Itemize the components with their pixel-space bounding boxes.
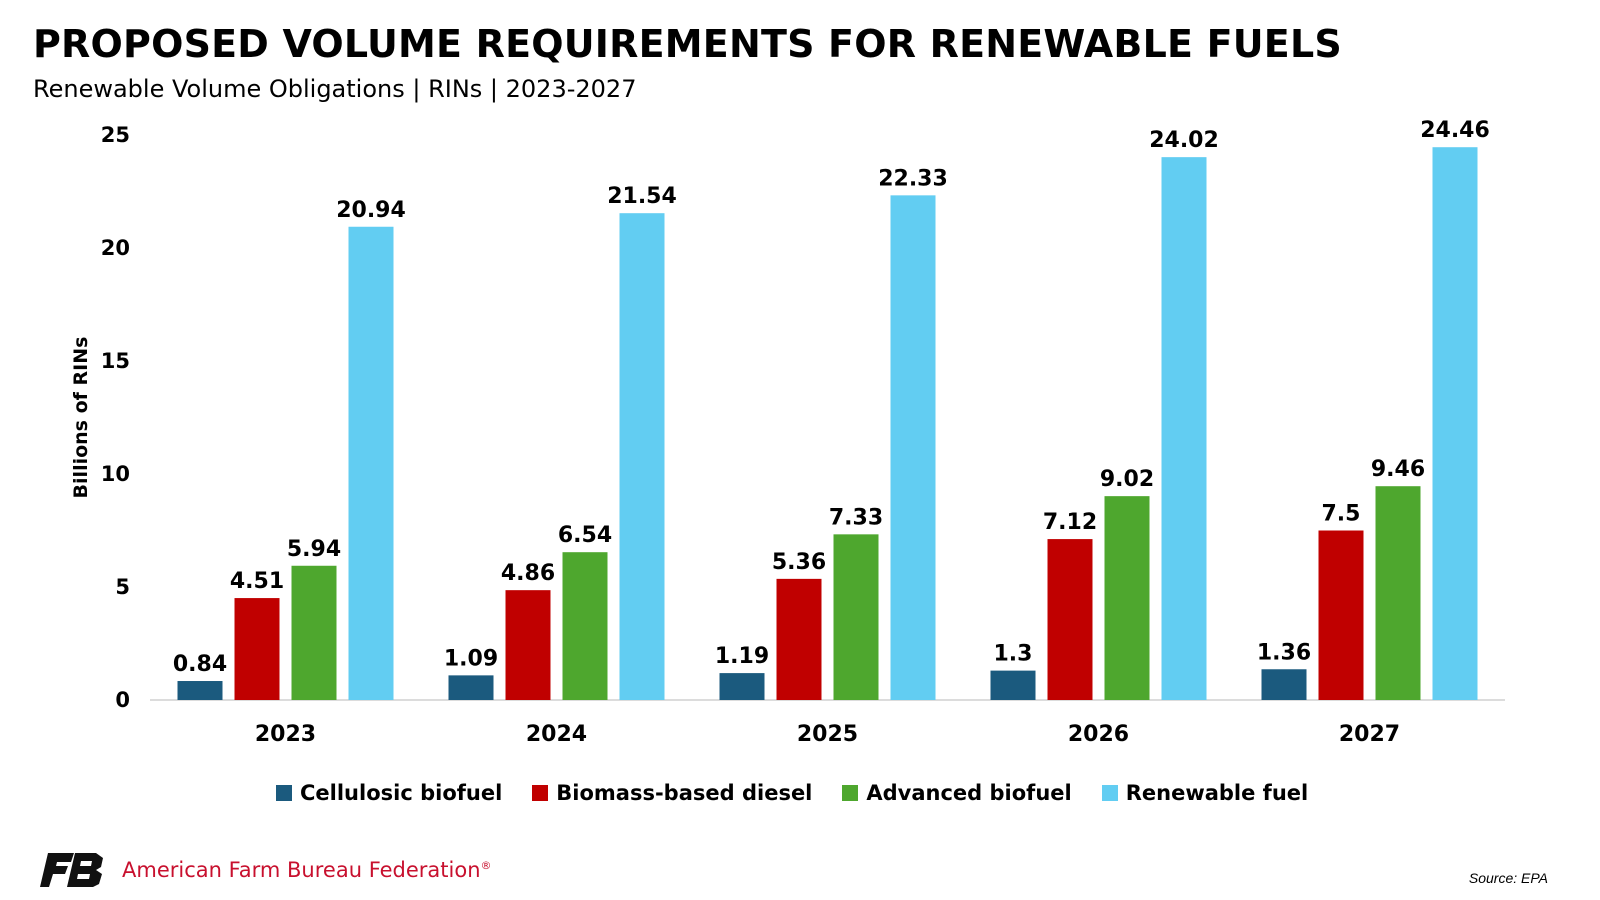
bar [291,565,337,700]
bar [1161,157,1207,700]
data-label: 1.3 [994,642,1033,667]
source-note: Source: EPA [1468,870,1548,886]
bar [1318,530,1364,700]
y-tick-label: 10 [101,462,130,486]
bar [990,670,1036,700]
bar [1375,486,1421,700]
footer-brand: American Farm Bureau Federation® [40,853,492,887]
legend-swatch [842,785,859,801]
registered-mark: ® [480,859,492,872]
data-label: 0.84 [173,652,227,677]
bar [562,552,608,700]
legend-swatch [532,785,549,801]
data-label: 1.36 [1257,640,1311,665]
bar [448,675,494,700]
data-label: 9.02 [1100,467,1154,492]
data-label: 24.46 [1420,118,1490,143]
data-label: 1.19 [715,644,769,669]
legend-label: Cellulosic biofuel [300,781,503,805]
data-label: 5.36 [772,550,826,575]
data-label: 1.09 [444,646,498,671]
y-tick-label: 5 [115,575,130,599]
data-label: 4.86 [501,561,555,586]
data-label: 20.94 [336,198,406,223]
organization-name: American Farm Bureau Federation® [122,858,492,882]
legend-swatch [276,785,292,801]
y-tick-label: 0 [115,688,130,712]
data-label: 7.5 [1322,502,1361,527]
legend-label: Biomass-based diesel [556,781,813,805]
bar [348,226,394,701]
data-label: 21.54 [607,184,677,209]
x-tick-label: 2025 [797,722,858,747]
data-label: 24.02 [1149,128,1219,153]
x-tick-label: 2024 [526,722,587,747]
bar [1047,539,1093,700]
data-label: 5.94 [287,537,341,562]
legend-swatch [1101,785,1118,801]
y-tick-label: 25 [101,123,130,147]
legend-item: Advanced biofuel [842,781,1072,805]
chart-legend: Cellulosic biofuel Biomass-based diesel Ad… [276,781,1308,805]
y-tick-label: 15 [101,349,130,373]
bar [719,673,765,700]
legend-item: Biomass-based diesel [532,781,812,805]
x-tick-label: 2026 [1068,722,1129,747]
farm-bureau-logo-icon [40,853,103,887]
bar [1104,496,1150,700]
bar [890,195,936,701]
y-axis-label: Billions of RINs [70,337,92,499]
legend-label: Renewable fuel [1125,781,1309,805]
data-label: 22.33 [878,166,948,191]
bar [1261,669,1307,700]
bar [833,534,879,700]
legend-label: Advanced biofuel [866,781,1072,805]
data-label: 6.54 [558,523,612,548]
data-label: 4.51 [230,569,284,594]
data-label: 7.33 [829,505,883,530]
bar [1432,147,1478,701]
legend-item: Cellulosic biofuel [276,781,502,805]
bar [177,681,223,700]
y-tick-label: 20 [101,236,130,260]
chart-title: PROPOSED VOLUME REQUIREMENTS FOR RENEWAB… [33,22,1342,66]
x-tick-label: 2027 [1339,722,1400,747]
data-label: 9.46 [1371,457,1425,482]
legend-item: Renewable fuel [1101,781,1309,805]
bar [619,213,665,701]
data-label: 7.12 [1043,510,1097,535]
bar [776,578,822,700]
bar [505,590,551,700]
bar [234,598,280,700]
x-tick-label: 2023 [255,722,316,747]
chart-subtitle: Renewable Volume Obligations | RINs | 20… [33,75,637,103]
